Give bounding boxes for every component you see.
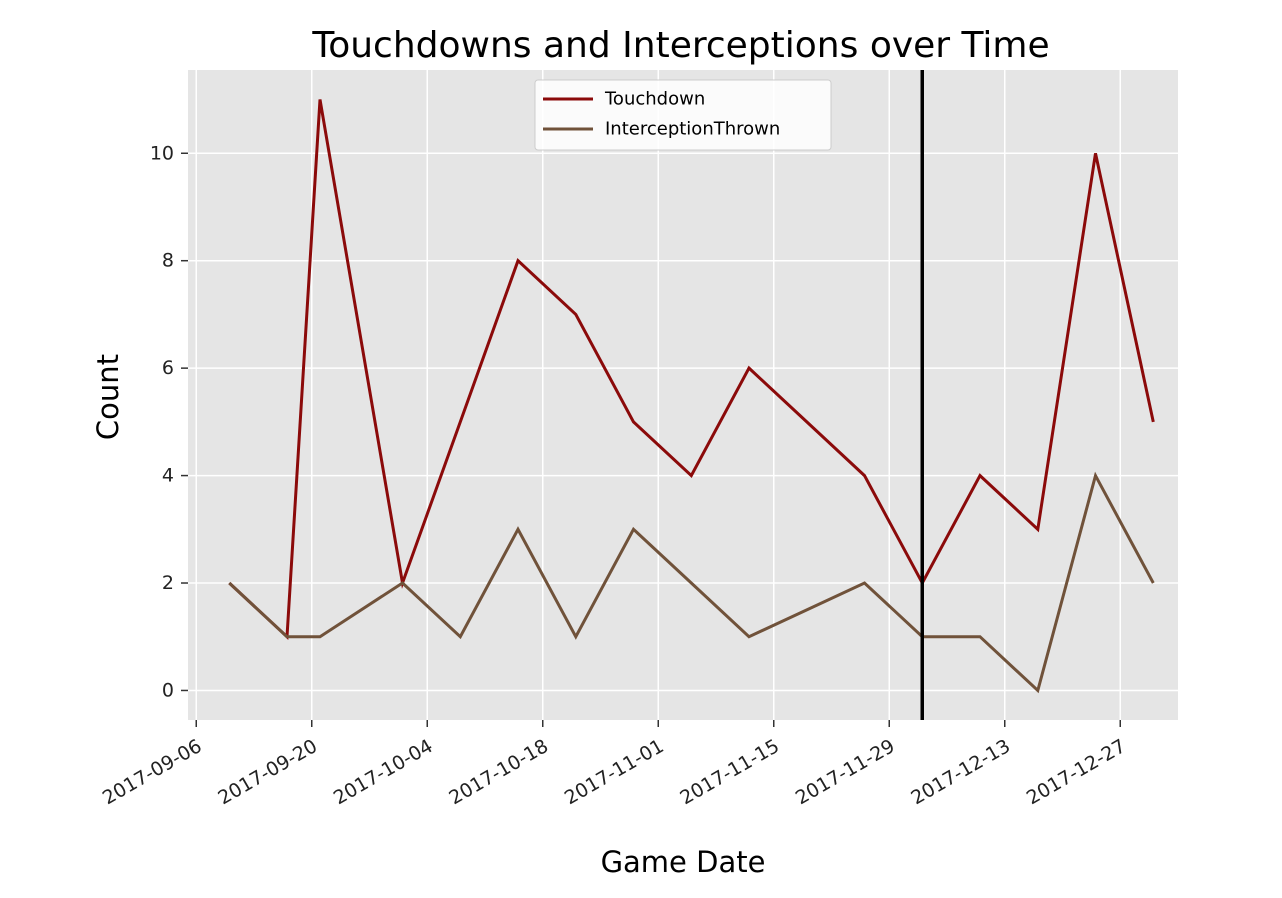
- y-tick-label: 2: [162, 572, 174, 594]
- plot-area: [188, 70, 1178, 720]
- y-tick-label: 10: [150, 142, 174, 164]
- grid: [188, 70, 1178, 720]
- y-tick-label: 4: [162, 465, 174, 487]
- y-axis-label: Count: [91, 354, 125, 440]
- chart-title: Touchdowns and Interceptions over Time: [311, 25, 1049, 66]
- x-tick-label: 2017-11-01: [561, 735, 668, 809]
- legend-label: Touchdown: [604, 89, 705, 110]
- legend-label: InterceptionThrown: [605, 119, 780, 140]
- x-tick-label: 2017-11-29: [792, 735, 899, 809]
- x-tick-label: 2017-09-06: [99, 735, 206, 809]
- legend: Touchdown InterceptionThrown: [534, 79, 832, 151]
- y-tick-label: 8: [162, 250, 174, 272]
- series-line-interceptionthrown: [228, 471, 1155, 694]
- series-line-touchdown: [228, 99, 1155, 640]
- y-tick-label: 6: [162, 357, 174, 379]
- x-tick-label: 2017-09-20: [214, 735, 321, 809]
- x-tick-label: 2017-12-13: [907, 735, 1014, 809]
- x-tick-label: 2017-12-27: [1023, 735, 1130, 809]
- y-tick-label: 0: [162, 679, 174, 701]
- x-axis-label: Game Date: [601, 845, 766, 879]
- series-lines: [228, 99, 1155, 694]
- legend-box: [534, 79, 832, 151]
- x-tick-label: 2017-11-15: [676, 735, 783, 809]
- x-tick-label: 2017-10-18: [445, 735, 552, 809]
- x-tick-label: 2017-10-04: [330, 735, 437, 809]
